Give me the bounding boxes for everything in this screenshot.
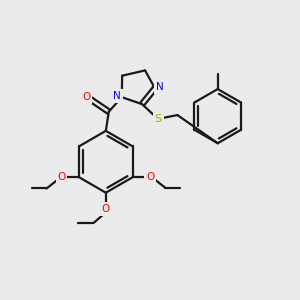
Text: N: N: [113, 91, 121, 101]
Text: O: O: [82, 92, 90, 102]
Text: O: O: [57, 172, 65, 182]
Text: N: N: [156, 82, 164, 92]
Text: O: O: [102, 204, 110, 214]
Text: S: S: [155, 115, 162, 124]
Text: O: O: [146, 172, 154, 182]
